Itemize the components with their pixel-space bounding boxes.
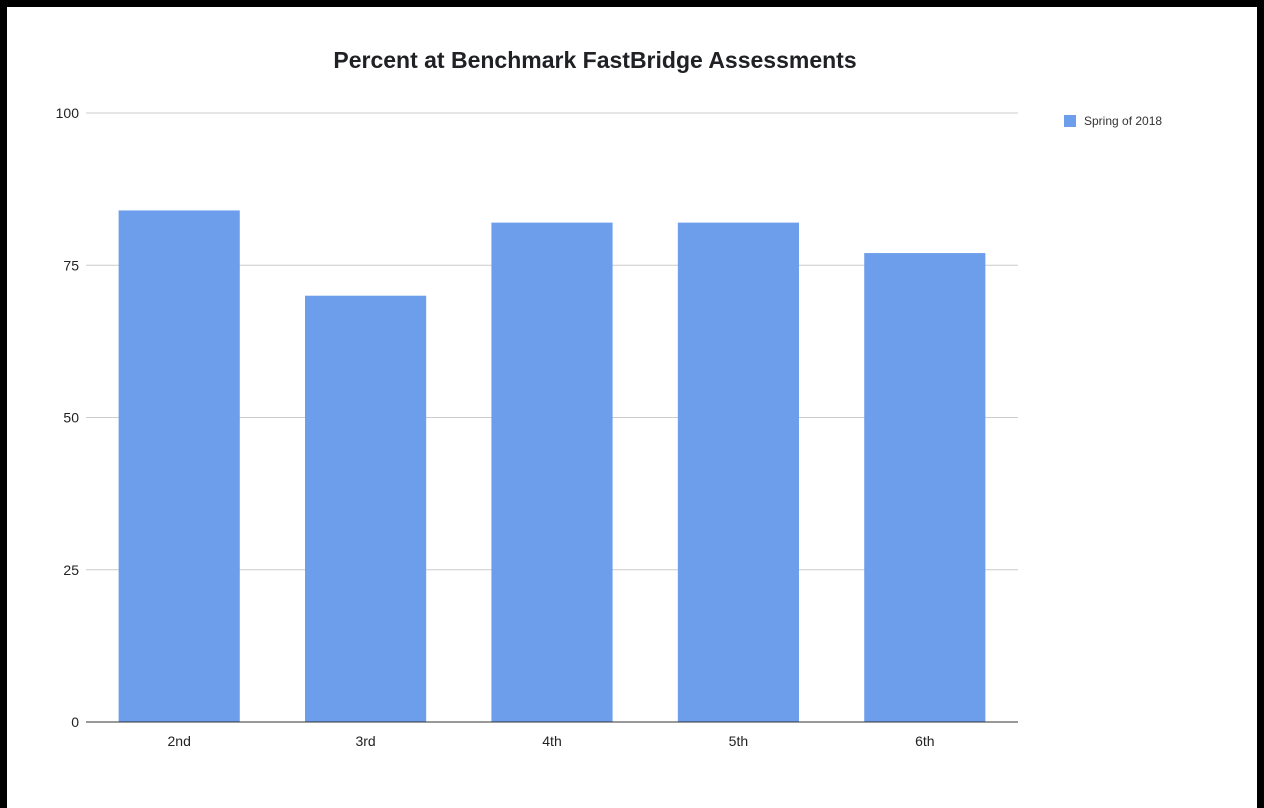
x-tick-label: 2nd [168,733,191,749]
y-tick-label: 75 [63,257,79,273]
bar [491,222,613,722]
x-tick-label: 3rd [355,733,375,749]
legend-label: Spring of 2018 [1084,114,1163,128]
y-tick-label: 50 [63,410,79,426]
bar [864,253,986,722]
legend-swatch [1064,115,1076,127]
x-tick-label: 4th [542,733,561,749]
bar [118,210,240,722]
y-tick-label: 25 [63,562,79,578]
legend: Spring of 2018 [1064,114,1162,128]
bar [305,295,427,722]
y-tick-label: 100 [56,105,80,121]
chart-title: Percent at Benchmark FastBridge Assessme… [333,47,857,73]
bars [118,210,986,722]
axes: 0 25 50 75 100 2nd 3rd 4th 5th 6th [56,105,1018,749]
y-tick-label: 0 [71,714,79,730]
x-tick-label: 6th [915,733,934,749]
x-tick-label: 5th [729,733,748,749]
bar [677,222,799,722]
